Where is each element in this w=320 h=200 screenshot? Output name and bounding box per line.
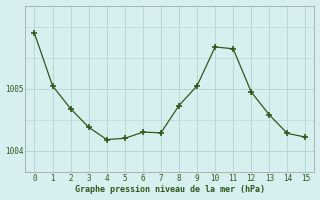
X-axis label: Graphe pression niveau de la mer (hPa): Graphe pression niveau de la mer (hPa) (75, 185, 265, 194)
